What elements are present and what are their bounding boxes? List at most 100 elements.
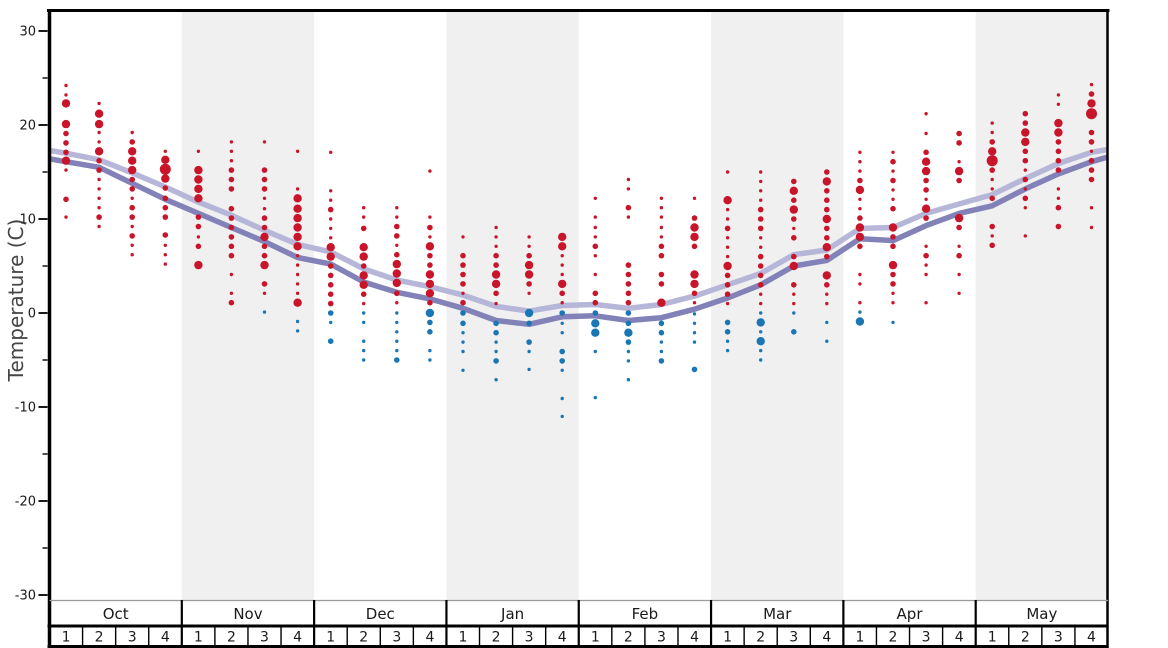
- cold-temp-dot: [461, 349, 465, 354]
- hot-temp-dot: [690, 279, 699, 289]
- hot-temp-dot: [1023, 168, 1027, 172]
- hot-temp-dot: [824, 235, 830, 241]
- cold-temp-dot: [427, 329, 433, 335]
- cold-temp-dot: [659, 340, 664, 344]
- hot-temp-dot: [890, 205, 896, 212]
- cold-temp-dot: [493, 329, 499, 336]
- hot-temp-dot: [261, 224, 268, 231]
- hot-temp-dot: [130, 243, 134, 247]
- week-label: 4: [955, 630, 964, 646]
- hot-temp-dot: [194, 194, 203, 203]
- hot-temp-dot: [724, 282, 731, 288]
- hot-temp-dot: [460, 262, 466, 268]
- hot-temp-dot: [592, 243, 599, 250]
- hot-temp-dot: [989, 139, 995, 145]
- y-tick-label: -20: [15, 495, 36, 510]
- cold-temp-dot: [725, 348, 730, 353]
- hot-temp-dot: [425, 279, 435, 289]
- hot-temp-dot: [460, 252, 466, 259]
- hot-temp-dot: [757, 216, 764, 222]
- hot-temp-dot: [94, 119, 104, 129]
- hot-temp-dot: [1055, 167, 1062, 173]
- cold-temp-dot: [624, 328, 633, 337]
- y-tick-label: 0: [28, 307, 36, 322]
- hot-temp-dot: [792, 301, 796, 306]
- hot-temp-dot: [956, 224, 962, 231]
- week-label: 3: [657, 630, 666, 646]
- y-tick-label: -10: [15, 401, 36, 416]
- hot-temp-dot: [195, 223, 202, 230]
- week-label: 1: [591, 630, 600, 646]
- hot-temp-dot: [1023, 234, 1027, 238]
- hot-temp-dot: [262, 196, 267, 200]
- hot-temp-dot: [491, 270, 501, 279]
- week-label: 4: [161, 630, 170, 646]
- cold-temp-dot: [724, 319, 731, 326]
- cold-temp-dot: [725, 339, 730, 343]
- hot-temp-dot: [559, 290, 565, 297]
- hot-temp-dot: [990, 187, 994, 191]
- week-label: 3: [260, 630, 269, 646]
- hot-temp-dot: [494, 244, 498, 248]
- hot-temp-dot: [824, 206, 830, 213]
- cold-temp-dot: [427, 319, 433, 326]
- hot-temp-dot: [1055, 223, 1062, 230]
- hot-temp-dot: [261, 252, 268, 259]
- hot-temp-dot: [97, 206, 101, 210]
- hot-temp-dot: [229, 159, 234, 163]
- hot-temp-dot: [759, 292, 763, 296]
- hot-temp-dot: [558, 232, 567, 242]
- hot-temp-dot: [924, 197, 928, 201]
- hot-temp-dot: [524, 260, 534, 270]
- hot-temp-dot: [64, 93, 68, 97]
- hot-temp-dot: [392, 269, 401, 278]
- hot-temp-dot: [161, 155, 170, 164]
- cold-temp-dot: [825, 339, 829, 343]
- cold-temp-dot: [692, 312, 697, 316]
- hot-temp-dot: [524, 270, 534, 279]
- hot-temp-dot: [63, 196, 69, 203]
- hot-temp-dot: [659, 215, 664, 219]
- hot-temp-dot: [359, 271, 368, 280]
- week-label: 2: [624, 630, 633, 646]
- week-label: 2: [359, 630, 368, 646]
- hot-temp-dot: [360, 225, 367, 232]
- cold-temp-dot: [327, 338, 334, 345]
- week-label: 4: [425, 630, 434, 646]
- hot-temp-dot: [228, 167, 235, 173]
- hot-temp-dot: [990, 121, 994, 125]
- hot-temp-dot: [295, 291, 300, 295]
- month-label-nov: Nov: [233, 605, 262, 623]
- hot-temp-dot: [262, 291, 267, 295]
- hot-temp-dot: [493, 290, 499, 297]
- cold-temp-dot: [692, 321, 697, 325]
- cold-temp-dot: [295, 319, 300, 324]
- hot-temp-dot: [789, 186, 798, 195]
- hot-temp-dot: [359, 252, 368, 261]
- hot-temp-dot: [954, 213, 964, 223]
- hot-temp-dot: [229, 140, 234, 144]
- hot-temp-dot: [625, 290, 632, 297]
- hot-temp-dot: [96, 214, 102, 220]
- hot-temp-dot: [395, 243, 399, 247]
- hot-temp-dot: [891, 150, 895, 154]
- hot-temp-dot: [855, 185, 865, 195]
- hot-temp-dot: [295, 254, 300, 258]
- hot-temp-dot: [690, 270, 699, 279]
- hot-temp-dot: [658, 243, 665, 250]
- hot-temp-dot: [360, 263, 367, 269]
- cold-temp-dot: [759, 330, 763, 334]
- hot-temp-dot: [427, 299, 433, 306]
- hot-temp-dot: [461, 235, 465, 239]
- hot-temp-dot: [97, 101, 101, 106]
- cold-temp-dot: [593, 395, 597, 400]
- cold-temp-dot: [625, 339, 632, 345]
- hot-temp-dot: [822, 214, 831, 224]
- cold-temp-dot: [560, 396, 564, 401]
- hot-temp-dot: [921, 157, 931, 166]
- hot-temp-dot: [725, 245, 730, 249]
- week-label: 1: [723, 630, 732, 646]
- hot-temp-dot: [293, 298, 302, 307]
- cold-temp-dot: [593, 349, 597, 354]
- cold-temp-dot: [626, 359, 631, 363]
